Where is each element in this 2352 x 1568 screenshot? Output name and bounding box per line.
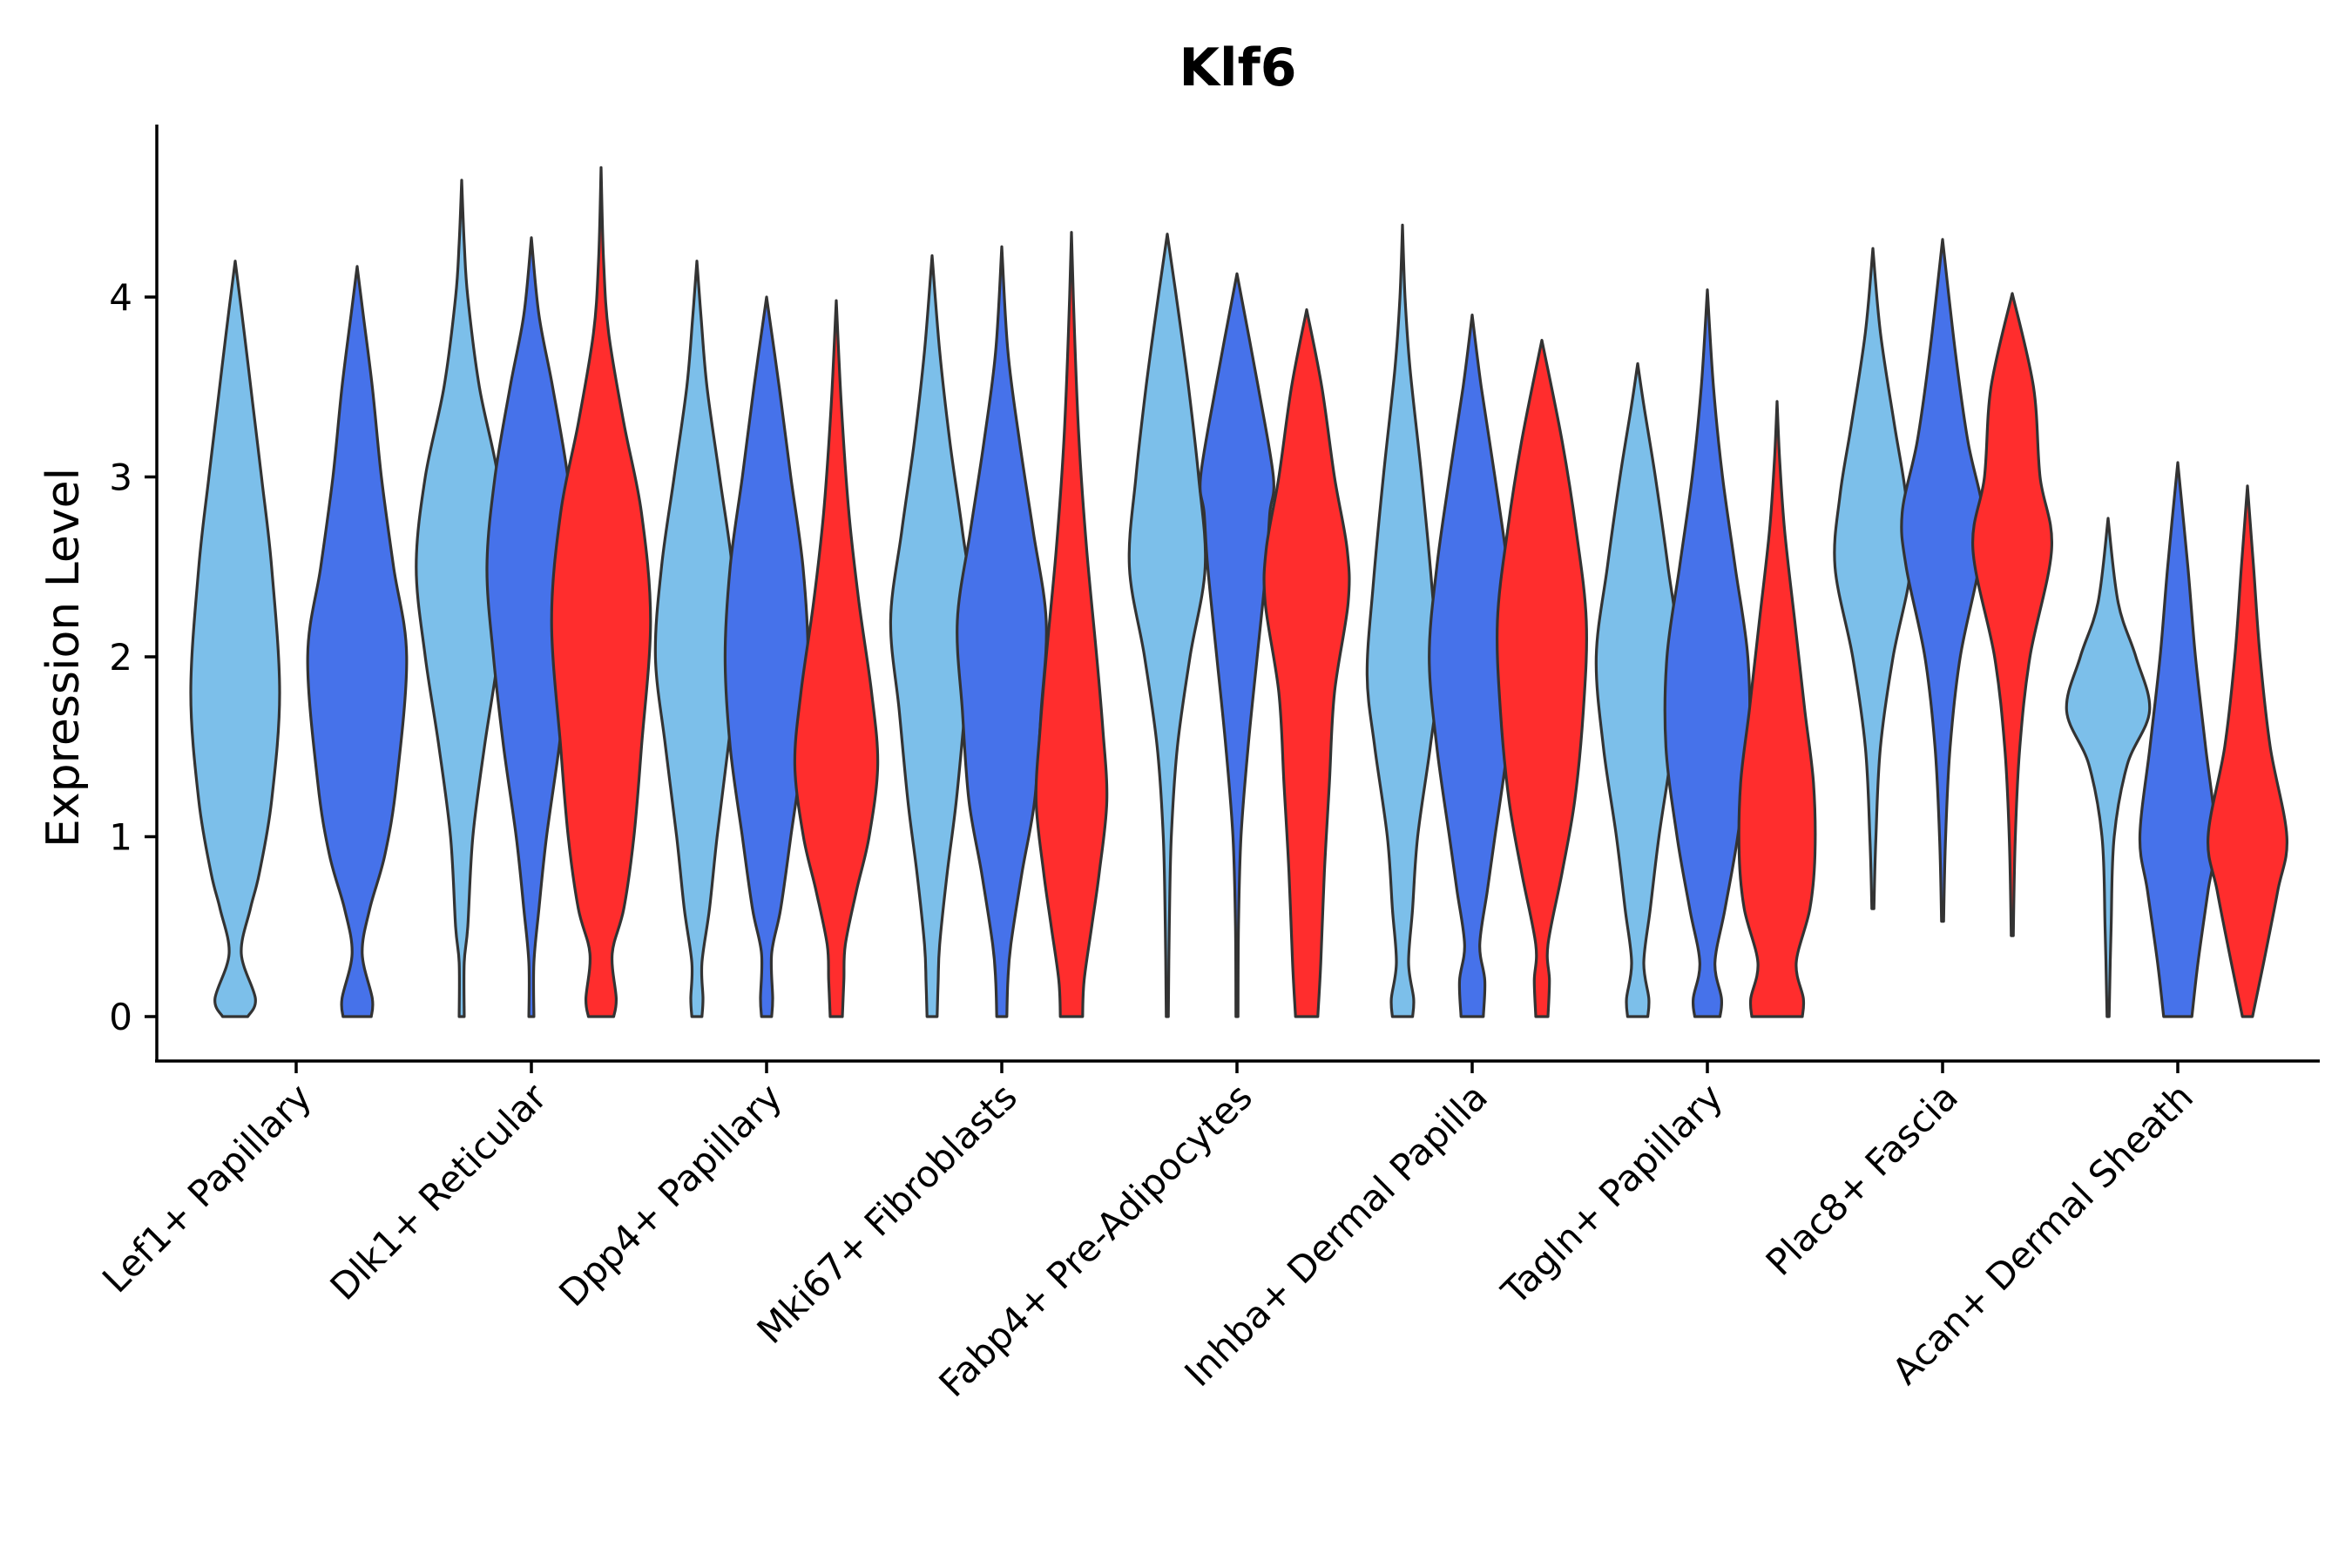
x-category-label: Dpp4+ Papillary [551,1075,790,1315]
violin-dpp4-papillary-2 [723,295,810,1018]
violin-acan-dermal-sheath-2 [2138,461,2218,1018]
violin-lef1-papillary-2 [306,265,409,1018]
violin-lef1-papillary-1 [189,260,281,1018]
x-category-label: Mki67+ Fibroblasts [749,1075,1025,1351]
x-category-label: Dlk1+ Reticular [322,1075,556,1308]
violin-plac8-fascia-2 [1900,238,1985,923]
violin-inhba-dermal-papilla-1 [1365,223,1440,1018]
x-category-label: Lef1+ Papillary [94,1075,320,1301]
violin-plac8-fascia-1 [1833,247,1913,910]
violin-plac8-fascia-3 [1970,292,2054,937]
x-category-label: Plac8+ Fascia [1758,1075,1966,1283]
x-category-label: Tagln+ Papillary [1493,1075,1731,1313]
violin-inhba-dermal-papilla-2 [1428,314,1517,1018]
violin-mki67-fibroblasts-1 [889,253,976,1018]
violin-tagln-papillary-1 [1594,362,1681,1018]
violin-mki67-fibroblasts-3 [1034,231,1109,1018]
violin-dpp4-papillary-1 [653,260,740,1018]
violin-dlk1-reticular-2 [485,236,578,1018]
violin-layer [189,166,2288,1018]
violin-fabp4-pre-adipocytes-3 [1262,308,1351,1018]
violin-fabp4-pre-adipocytes-2 [1199,272,1275,1018]
violin-inhba-dermal-papilla-3 [1496,339,1588,1018]
violin-dlk1-reticular-3 [550,166,652,1018]
violin-tagln-papillary-3 [1737,400,1817,1018]
y-tick-label: 2 [109,636,132,679]
violin-tagln-papillary-2 [1663,288,1752,1018]
violin-dlk1-reticular-1 [415,179,509,1018]
y-ticks: 0 1 2 3 4 [109,276,157,1038]
y-axis-label: Expression Level [37,468,90,848]
violin-mki67-fibroblasts-2 [956,245,1048,1018]
violin-dpp4-papillary-3 [793,299,880,1018]
y-tick-label: 3 [109,456,132,499]
y-tick-label: 0 [109,996,132,1038]
violin-acan-dermal-sheath-3 [2207,484,2288,1018]
y-tick-label: 1 [109,816,132,859]
chart-title: Klf6 [1179,37,1297,98]
violin-acan-dermal-sheath-1 [2065,517,2152,1018]
y-tick-label: 4 [109,276,132,319]
violin-fabp4-pre-adipocytes-1 [1127,233,1207,1018]
